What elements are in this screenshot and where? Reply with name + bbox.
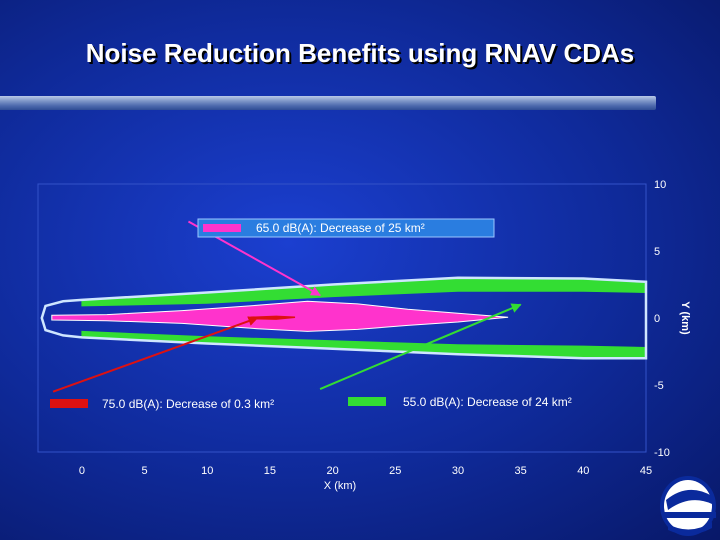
series-55db-removed-lower — [81, 330, 647, 358]
x-axis-label: X (km) — [324, 480, 356, 492]
pointer-arrow-75db — [52, 316, 259, 393]
x-tick-label: 5 — [141, 465, 147, 477]
series-55db-baseline-outline — [40, 276, 648, 360]
legend-55db: 55.0 dB(A): Decrease of 24 km² — [348, 395, 572, 409]
x-tick-label: 25 — [389, 465, 401, 477]
x-tick-label: 40 — [577, 465, 589, 477]
legend-65db-box — [197, 218, 495, 238]
y-tick-label: 0 — [654, 313, 660, 325]
y-axis-label: Y (km) — [679, 301, 691, 335]
x-tick-label: 15 — [264, 465, 276, 477]
x-tick-label: 45 — [640, 465, 652, 477]
x-tick-label: 20 — [326, 465, 338, 477]
y-tick-labels: 10 5 0 -5 -10 — [654, 179, 670, 459]
y-tick-label: -10 — [654, 447, 670, 459]
pointer-arrow-55db — [319, 303, 522, 390]
x-tick-labels: 0 5 10 15 20 25 30 35 40 45 — [79, 465, 652, 477]
legend-55db-label: 55.0 dB(A): Decrease of 24 km² — [403, 395, 572, 409]
eurocontrol-logo-icon — [660, 476, 716, 536]
x-tick-label: 35 — [515, 465, 527, 477]
legend-75db-label: 75.0 dB(A): Decrease of 0.3 km² — [102, 397, 274, 411]
contour-series-layer — [40, 276, 648, 360]
y-tick-label: 5 — [654, 246, 660, 258]
x-tick-label: 30 — [452, 465, 464, 477]
legend-75db-swatch — [50, 399, 88, 408]
x-tick-label: 0 — [79, 465, 85, 477]
x-tick-label: 10 — [201, 465, 213, 477]
page-title: Noise Reduction Benefits using RNAV CDAs — [85, 38, 635, 68]
legend-65db-label: 65.0 dB(A): Decrease of 25 km² — [256, 221, 425, 235]
y-tick-label: 10 — [654, 179, 666, 191]
title-underline-bar — [0, 96, 656, 110]
legend-75db: 75.0 dB(A): Decrease of 0.3 km² — [50, 397, 274, 411]
legend-65db: 65.0 dB(A): Decrease of 25 km² — [197, 218, 495, 238]
y-tick-label: -5 — [654, 380, 664, 392]
legend-65db-swatch — [203, 224, 241, 232]
legend-55db-swatch — [348, 397, 386, 406]
